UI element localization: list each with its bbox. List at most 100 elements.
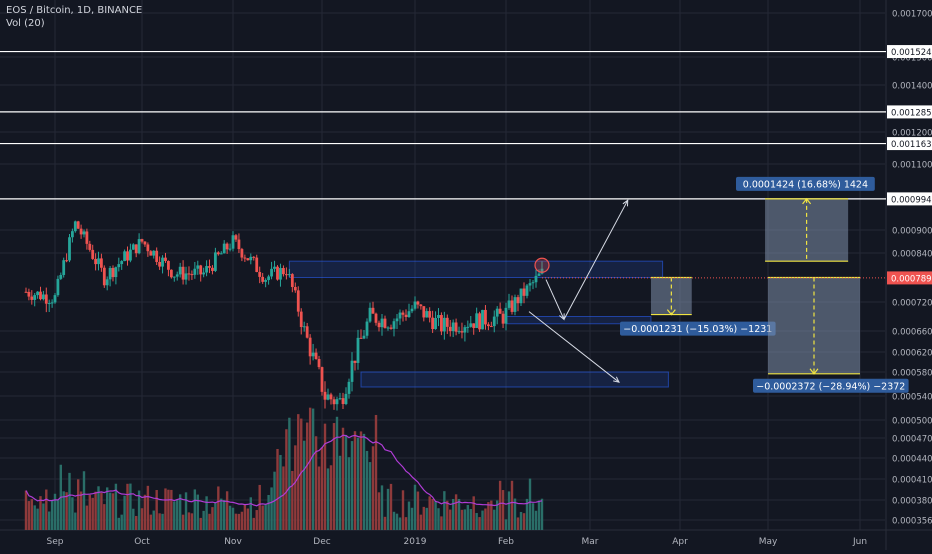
measure-label-1: −0.0001231 (−15.03%) −1231 (623, 324, 772, 335)
candle-body (94, 258, 97, 265)
candle-body (454, 322, 458, 332)
volume-bar (202, 510, 205, 530)
candle-body (305, 326, 309, 338)
volume-bar (498, 480, 502, 530)
candle-body (53, 295, 57, 303)
volume-bar (475, 513, 478, 530)
volume-bar (531, 503, 535, 530)
level-label-bg-2 (887, 105, 932, 119)
candle-body (216, 252, 220, 255)
volume-bar (460, 509, 464, 530)
candle-body (285, 274, 288, 276)
candle-body (371, 307, 375, 314)
volume-bar (129, 483, 132, 530)
candle-body (56, 278, 60, 296)
volume-bar (30, 499, 33, 530)
candle-body (416, 301, 420, 305)
level-label-2: 0.0012855 (891, 108, 932, 118)
candle-body (137, 239, 141, 254)
candle-body (175, 274, 179, 277)
candle-body (76, 221, 80, 229)
volume-bar (347, 457, 351, 530)
candle-body (213, 252, 217, 271)
volume-bar (217, 486, 220, 530)
volume-bar (383, 516, 387, 530)
volume-bar (451, 498, 455, 530)
candle-body (359, 337, 363, 339)
volume-bar (88, 494, 91, 530)
level-label-bg-4 (887, 192, 932, 206)
x-tick-label: Mar (582, 537, 599, 547)
volume-bar (276, 448, 279, 530)
candle-body (202, 272, 206, 275)
volume-bar (314, 436, 318, 530)
volume-bar (74, 512, 77, 530)
volume-bar (208, 513, 211, 530)
volume-bar (525, 498, 529, 530)
candle-body (196, 265, 200, 269)
volume-bar (341, 427, 345, 530)
candle-body (308, 337, 312, 357)
volume-bar (410, 507, 414, 530)
volume-bar (240, 511, 244, 530)
volume-bar (282, 466, 285, 530)
candle-body (481, 309, 484, 330)
candle-body (62, 260, 66, 275)
volume-bar (53, 493, 57, 530)
volume-bar (519, 511, 523, 530)
candle-body (114, 267, 118, 278)
volume-bar (510, 480, 514, 530)
candle-body (91, 249, 95, 259)
candle-body (386, 327, 390, 329)
volume-bar (463, 509, 467, 530)
candle-body (193, 268, 197, 275)
volume-bar (490, 500, 493, 530)
candle-body (44, 294, 48, 304)
candle-body (161, 257, 164, 267)
volume-bar (161, 513, 164, 530)
candle-body (234, 235, 238, 240)
volume-bar (407, 501, 411, 530)
current-price-label: 0.0007893 (891, 274, 932, 284)
volume-bar (303, 440, 306, 530)
candle-body (350, 360, 354, 382)
volume-bar (401, 490, 405, 530)
volume-bar (178, 494, 182, 530)
volume-bar (270, 487, 273, 530)
volume-bar (176, 499, 179, 530)
candle-body (475, 313, 479, 328)
volume-bar (103, 504, 106, 530)
candle-body (85, 231, 89, 244)
candle-body (504, 307, 508, 324)
volume-bar (114, 483, 118, 530)
candle-body (445, 317, 449, 327)
candle-body (425, 311, 429, 318)
candle-body (255, 257, 259, 272)
candle-body (88, 243, 92, 250)
volume-bar (434, 500, 437, 530)
volume-bar (39, 496, 42, 530)
volume-bar (377, 492, 381, 530)
candle-body (181, 266, 185, 280)
candle-body (320, 367, 324, 392)
x-tick-label: Oct (134, 537, 150, 547)
volume-bar (431, 498, 434, 530)
candle-body (422, 306, 426, 318)
candle-body (362, 335, 366, 339)
volume-bar (45, 489, 48, 530)
volume-bar (389, 483, 393, 530)
candle-body (65, 260, 68, 262)
volume-bar (220, 498, 223, 530)
candle-body (419, 304, 423, 307)
candle-body (534, 275, 538, 283)
candle-body (341, 398, 345, 404)
x-tick-label: Feb (498, 537, 514, 547)
volume-bar (338, 455, 342, 530)
candle-body (323, 391, 327, 400)
volume-bar (422, 506, 426, 530)
volume-bar (135, 515, 138, 530)
